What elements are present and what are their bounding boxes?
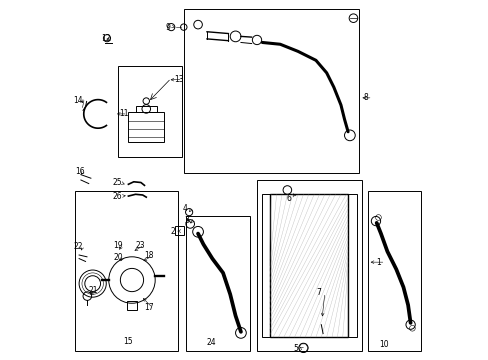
Text: 19: 19 [113, 240, 123, 249]
Text: 4: 4 [183, 204, 187, 213]
Text: 5: 5 [293, 345, 298, 354]
Text: 2: 2 [170, 226, 175, 235]
Text: 14: 14 [73, 96, 82, 105]
Bar [347, 194, 356, 337]
Text: 8: 8 [363, 93, 368, 102]
Bar [126, 301, 137, 310]
Bar [269, 194, 347, 337]
Bar [183, 9, 358, 173]
Bar [118, 66, 182, 157]
Text: 18: 18 [143, 251, 153, 260]
Bar [262, 194, 269, 337]
Text: 11: 11 [119, 109, 128, 118]
Text: 21: 21 [88, 285, 98, 294]
Text: 10: 10 [378, 340, 388, 349]
Text: 26: 26 [112, 192, 122, 201]
Text: 9: 9 [165, 23, 170, 32]
Bar [367, 191, 421, 351]
Text: 6: 6 [286, 194, 291, 203]
Text: 23: 23 [135, 240, 145, 249]
Text: 22: 22 [74, 242, 83, 251]
Bar [257, 180, 362, 351]
Bar [185, 216, 249, 351]
Text: 20: 20 [113, 253, 123, 262]
Text: 25: 25 [112, 178, 122, 187]
Text: 16: 16 [75, 167, 84, 176]
Bar [135, 106, 157, 112]
Text: 24: 24 [206, 338, 216, 347]
Bar [128, 112, 164, 143]
Bar [75, 191, 178, 351]
Text: 12: 12 [101, 35, 110, 44]
Text: 15: 15 [123, 337, 132, 346]
Bar [175, 226, 183, 235]
Text: 1: 1 [376, 258, 381, 267]
Text: 13: 13 [173, 75, 183, 84]
Text: 3: 3 [184, 216, 189, 225]
Text: 17: 17 [143, 303, 153, 312]
Text: 7: 7 [315, 288, 320, 297]
